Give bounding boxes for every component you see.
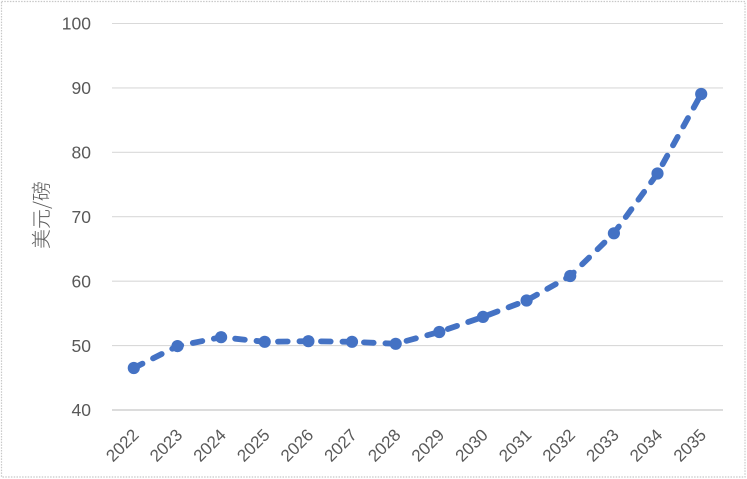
svg-text:90: 90 [72, 78, 92, 98]
svg-text:60: 60 [72, 271, 92, 291]
svg-text:50: 50 [72, 336, 92, 356]
svg-text:100: 100 [62, 14, 91, 34]
svg-text:70: 70 [72, 207, 92, 227]
svg-text:40: 40 [72, 400, 92, 420]
svg-text:80: 80 [72, 143, 92, 163]
